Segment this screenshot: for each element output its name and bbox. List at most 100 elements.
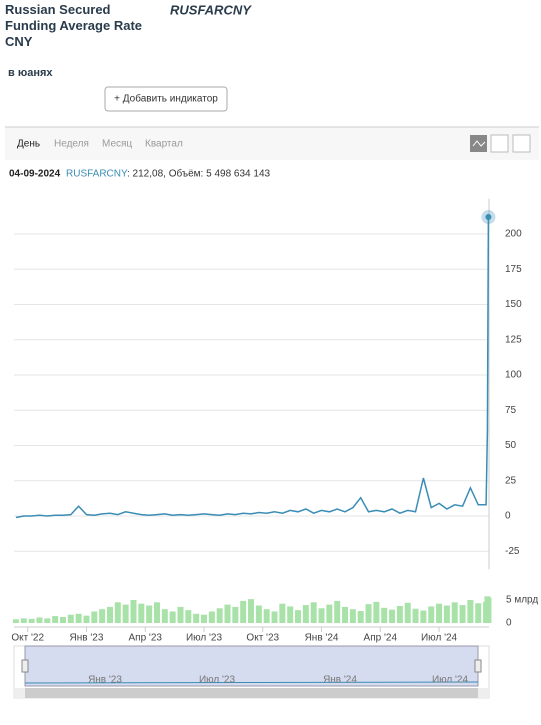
y-tick-label: 125: [505, 334, 522, 345]
volume-bar: [342, 606, 349, 623]
volume-bar: [412, 608, 419, 623]
y-tick-label: 50: [505, 440, 517, 451]
info-date: 04-09-2024: [9, 169, 61, 180]
volume-bar: [99, 609, 106, 623]
ticker: RUSFARCNY: [170, 2, 252, 17]
volume-bar: [295, 610, 302, 623]
navigator-label: Июл '24: [432, 675, 469, 686]
navigator-handle[interactable]: [474, 659, 482, 673]
volume-bar: [28, 618, 35, 623]
volume-bar: [52, 616, 59, 623]
volume-bar: [153, 602, 160, 623]
price-line: [15, 216, 490, 519]
volume-bar: [91, 611, 98, 623]
volume-bar: [436, 603, 443, 623]
volume-bar: [365, 604, 372, 623]
x-tick-label: Окт '23: [246, 633, 279, 644]
volume-bar: [240, 600, 247, 623]
navigator-label: Янв '24: [323, 675, 357, 686]
tab[interactable]: Неделя: [54, 139, 89, 150]
y-tick-label: 100: [505, 370, 522, 381]
scrollbar-thumb[interactable]: [25, 688, 478, 698]
tab[interactable]: Квартал: [145, 139, 183, 150]
navigator-label: Янв '23: [88, 675, 122, 686]
volume-bar: [185, 610, 192, 623]
volume-bar: [326, 604, 333, 623]
x-tick-label: Окт '22: [11, 633, 44, 644]
info-ticker: RUSFARCNY: [66, 169, 128, 180]
line-icon-glyph: [472, 140, 486, 147]
navigator-label: Июл '23: [199, 675, 236, 686]
y-tick-label: 200: [505, 229, 522, 240]
y-tick-label: 25: [505, 475, 517, 486]
volume-bar: [357, 611, 364, 623]
x-tick-label: Июл '23: [186, 633, 223, 644]
navigator-handle[interactable]: [21, 659, 29, 673]
x-tick-label: Апр '24: [364, 633, 398, 644]
volume-bar: [138, 603, 145, 623]
volume-bar: [485, 597, 492, 623]
y-tick-label: 75: [505, 405, 517, 416]
info-text: : 212,08, Объём: 5 498 634 143: [127, 168, 271, 180]
volume-bar: [59, 617, 66, 623]
unit: в юанях: [8, 67, 53, 79]
volume-bar: [310, 602, 317, 623]
volume-bar: [12, 619, 19, 623]
x-tick-label: Янв '23: [70, 633, 104, 644]
volume-bar: [404, 602, 411, 623]
ohlc-icon[interactable]: [512, 134, 531, 153]
candle-icon[interactable]: [490, 134, 509, 153]
x-tick-label: Янв '24: [305, 633, 339, 644]
volume-bar: [44, 618, 51, 623]
x-tick-label: Апр '23: [129, 633, 163, 644]
volume-bar: [208, 611, 215, 623]
toolbar: [5, 127, 539, 160]
tab[interactable]: День: [17, 139, 40, 150]
volume-bar: [67, 614, 74, 623]
volume-bar: [396, 605, 403, 623]
volume-bar: [467, 600, 474, 623]
volume-bar: [389, 609, 396, 623]
y-tick-label: 150: [505, 299, 522, 310]
volume-bar: [201, 614, 207, 623]
add-indicator-label: + Добавить индикатор: [114, 93, 218, 105]
volume-bar: [287, 606, 294, 623]
volume-bar: [263, 609, 270, 623]
y-tick-label: 0: [505, 511, 511, 522]
volume-bar: [177, 606, 184, 623]
volume-bar: [75, 613, 82, 623]
volume-bar: [130, 600, 137, 623]
volume-bar: [232, 606, 239, 623]
title: Russian Secured Funding Average Rate CNY: [5, 2, 142, 49]
volume-bar: [381, 607, 388, 623]
volume-bar: [279, 603, 286, 623]
last-point: [485, 214, 492, 221]
volume-bar: [114, 602, 121, 623]
volume-bar: [122, 604, 129, 623]
volume-bar: [459, 605, 466, 623]
tab[interactable]: Месяц: [102, 139, 132, 150]
y-tick-label: -25: [505, 546, 520, 557]
add-indicator-button[interactable]: [104, 86, 228, 112]
volume-bar: [255, 605, 262, 623]
y-tick-label: 175: [505, 264, 522, 275]
volume-bar: [161, 609, 168, 623]
volume-tick-label: 5 млрд: [506, 595, 538, 606]
volume-bar: [420, 610, 427, 623]
volume-bar: [20, 618, 27, 623]
volume-bar: [318, 608, 325, 623]
volume-bar: [169, 611, 176, 623]
volume-bar: [106, 606, 113, 623]
volume-bar: [334, 600, 341, 623]
volume-tick-label: 0: [506, 618, 512, 629]
volume-bar: [146, 605, 153, 623]
volume-bar: [373, 601, 380, 623]
volume-bar: [302, 605, 309, 623]
volume-bar: [193, 613, 200, 623]
volume-bar: [248, 599, 255, 623]
volume-bar: [475, 603, 482, 623]
volume-bar: [216, 608, 223, 623]
volume-bar: [428, 606, 435, 623]
x-tick-label: Июл '24: [421, 633, 458, 644]
